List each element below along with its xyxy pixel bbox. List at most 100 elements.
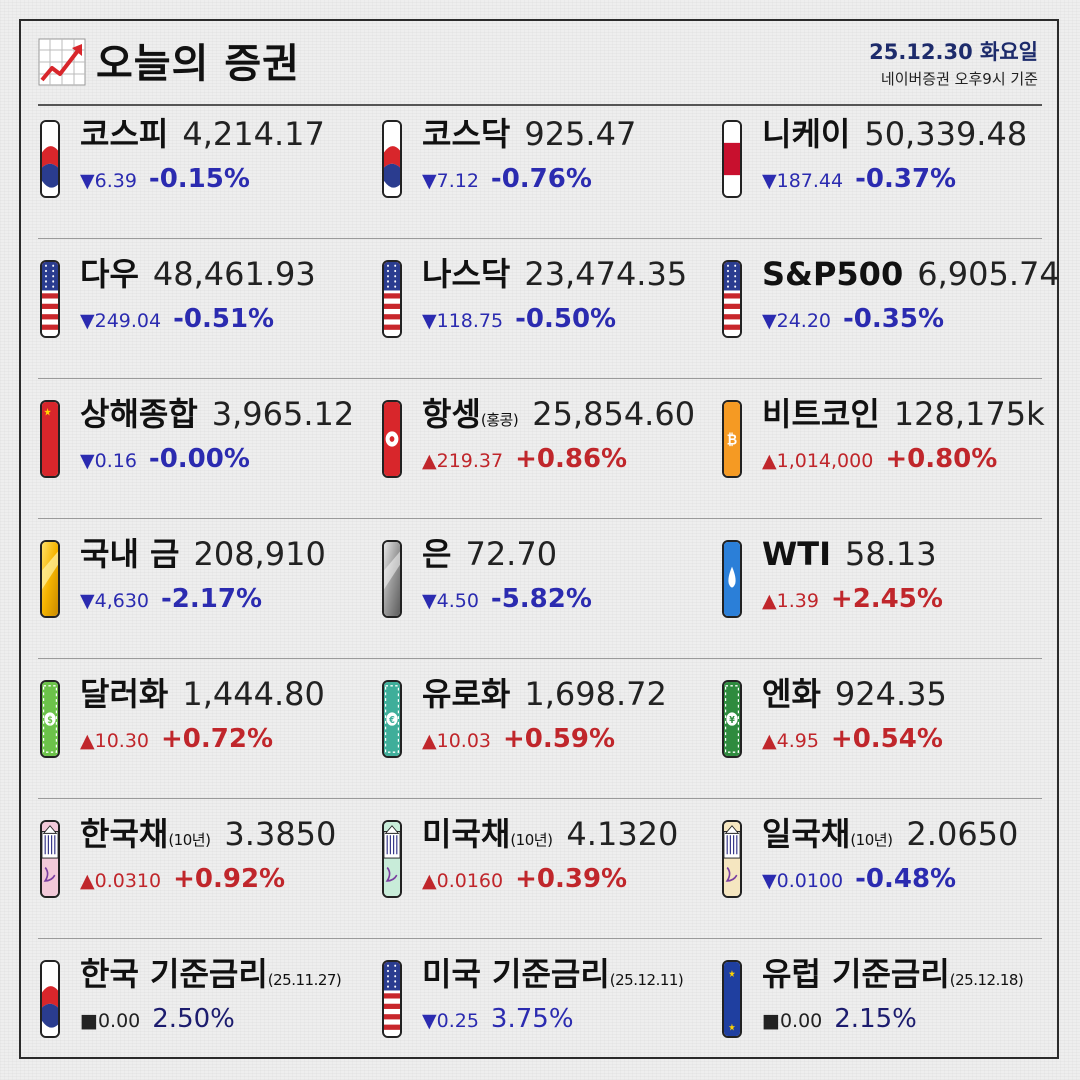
item-label: 비트코인 (762, 395, 880, 433)
change-percent: -0.15% (148, 164, 250, 194)
item-name: 코스피 4,214.17 (80, 112, 325, 156)
item-label: 상해종합 (80, 395, 198, 433)
item-change: ▲10.30 +0.72% (80, 722, 273, 759)
item-name: WTI 58.13 (762, 532, 937, 576)
us-icon (40, 260, 60, 338)
kr-icon (382, 120, 402, 198)
change-amount: ▼0.25 (422, 1010, 479, 1032)
item-value: 924.35 (834, 675, 947, 713)
item-label: 국내 금 (80, 535, 180, 573)
item-name: 한국 기준금리(25.11.27) (80, 952, 342, 1002)
change-amount: ▼4,630 (80, 590, 150, 612)
item-name: 엔화 924.35 (762, 672, 947, 716)
change-percent: +2.45% (830, 584, 943, 614)
item-change: ▼187.44 -0.37% (762, 162, 956, 199)
item-sublabel: (25.12.11) (609, 971, 684, 989)
item-change: ▼249.04 -0.51% (80, 302, 274, 339)
change-amount: ▼6.39 (80, 170, 137, 192)
market-item: 나스닥 23,474.35 ▼118.75 -0.50% (382, 255, 712, 370)
card-frame (19, 19, 1059, 1059)
row-divider (38, 518, 1042, 519)
item-change: ■0.00 2.15% (762, 1002, 917, 1039)
market-item: ★ 상해종합 3,965.12 ▼0.16 -0.00% (40, 395, 370, 510)
change-amount: ■0.00 (80, 1010, 141, 1032)
item-label: 한국채 (80, 815, 169, 853)
item-label: 코스피 (80, 115, 169, 153)
item-change: ▲0.0160 +0.39% (422, 862, 627, 899)
chart-up-icon (38, 38, 86, 86)
market-item: 다우 48,461.93 ▼249.04 -0.51% (40, 255, 370, 370)
change-amount: ■0.00 (762, 1010, 823, 1032)
market-item: ₿ 비트코인 128,175k ▲1,014,000 +0.80% (722, 395, 1052, 510)
item-name: 일국채(10년) 2.0650 (762, 812, 1018, 862)
change-amount: ▲1.39 (762, 590, 819, 612)
item-name: 니케이 50,339.48 (762, 112, 1027, 156)
item-value: 1,444.80 (182, 675, 325, 713)
rate-value: 3.75% (490, 1004, 574, 1034)
item-name: 한국채(10년) 3.3850 (80, 812, 336, 862)
change-percent: -0.76% (490, 164, 592, 194)
market-item: 은 72.70 ▼4.50 -5.82% (382, 535, 712, 650)
market-item: 일국채(10년) 2.0650 ▼0.0100 -0.48% (722, 815, 1052, 930)
cn-icon: ★ (40, 400, 60, 478)
item-value: 48,461.93 (152, 255, 316, 293)
item-change: ▲4.95 +0.54% (762, 722, 943, 759)
item-name: 비트코인 128,175k (762, 392, 1045, 436)
item-value: 925.47 (524, 115, 637, 153)
market-item: ★ ★ 유럽 기준금리(25.12.18) ■0.00 2.15% (722, 955, 1052, 1070)
item-value: 3,965.12 (211, 395, 355, 433)
item-value: 208,910 (193, 535, 326, 573)
item-label: 미국채 (422, 815, 511, 853)
change-percent: +0.59% (503, 724, 616, 754)
item-change: ▲1,014,000 +0.80% (762, 442, 997, 479)
item-label: WTI (762, 535, 832, 573)
item-change: ▼4,630 -2.17% (80, 582, 262, 619)
market-item: ¥ 엔화 924.35 ▲4.95 +0.54% (722, 675, 1052, 790)
change-amount: ▼24.20 (762, 310, 832, 332)
item-change: ▼118.75 -0.50% (422, 302, 616, 339)
item-name: 나스닥 23,474.35 (422, 252, 687, 296)
item-change: ▲0.0310 +0.92% (80, 862, 285, 899)
row-divider (38, 938, 1042, 939)
change-percent: +0.39% (515, 864, 628, 894)
market-item: $ 달러화 1,444.80 ▲10.30 +0.72% (40, 675, 370, 790)
market-item: 니케이 50,339.48 ▼187.44 -0.37% (722, 115, 1052, 230)
item-sublabel: (25.12.18) (949, 971, 1024, 989)
item-change: ■0.00 2.50% (80, 1002, 235, 1039)
item-name: 미국채(10년) 4.1320 (422, 812, 678, 862)
gold-icon (40, 540, 60, 618)
svg-text:★: ★ (728, 1023, 735, 1034)
change-amount: ▼7.12 (422, 170, 479, 192)
item-value: 128,175k (893, 395, 1045, 433)
svg-text:★: ★ (44, 407, 52, 419)
item-value: 50,339.48 (864, 115, 1028, 153)
bond-us-icon (382, 820, 402, 898)
item-value: 72.70 (465, 535, 558, 573)
page-title: 오늘의 증권 (96, 41, 300, 87)
bond-kr-icon (40, 820, 60, 898)
silver-icon (382, 540, 402, 618)
kr-icon (40, 960, 60, 1038)
item-label: 유로화 (422, 675, 511, 713)
row-divider (38, 658, 1042, 659)
item-change: ▼0.0100 -0.48% (762, 862, 956, 899)
market-item: 코스피 4,214.17 ▼6.39 -0.15% (40, 115, 370, 230)
change-amount: ▼0.0100 (762, 870, 844, 892)
item-label: 은 (422, 535, 452, 573)
jpy-icon: ¥ (722, 680, 742, 758)
item-sublabel: (25.11.27) (267, 971, 342, 989)
change-amount: ▲0.0310 (80, 870, 162, 892)
item-label: 나스닥 (422, 255, 511, 293)
us-icon (722, 260, 742, 338)
change-percent: +0.54% (830, 724, 943, 754)
item-change: ▲1.39 +2.45% (762, 582, 943, 619)
eur-icon: € (382, 680, 402, 758)
item-sublabel: (10년) (168, 831, 211, 849)
row-divider (38, 798, 1042, 799)
item-sublabel: (10년) (850, 831, 893, 849)
item-value: 3.3850 (224, 815, 337, 853)
change-percent: +0.86% (515, 444, 628, 474)
market-item: WTI 58.13 ▲1.39 +2.45% (722, 535, 1052, 650)
change-percent: -0.51% (173, 304, 275, 334)
